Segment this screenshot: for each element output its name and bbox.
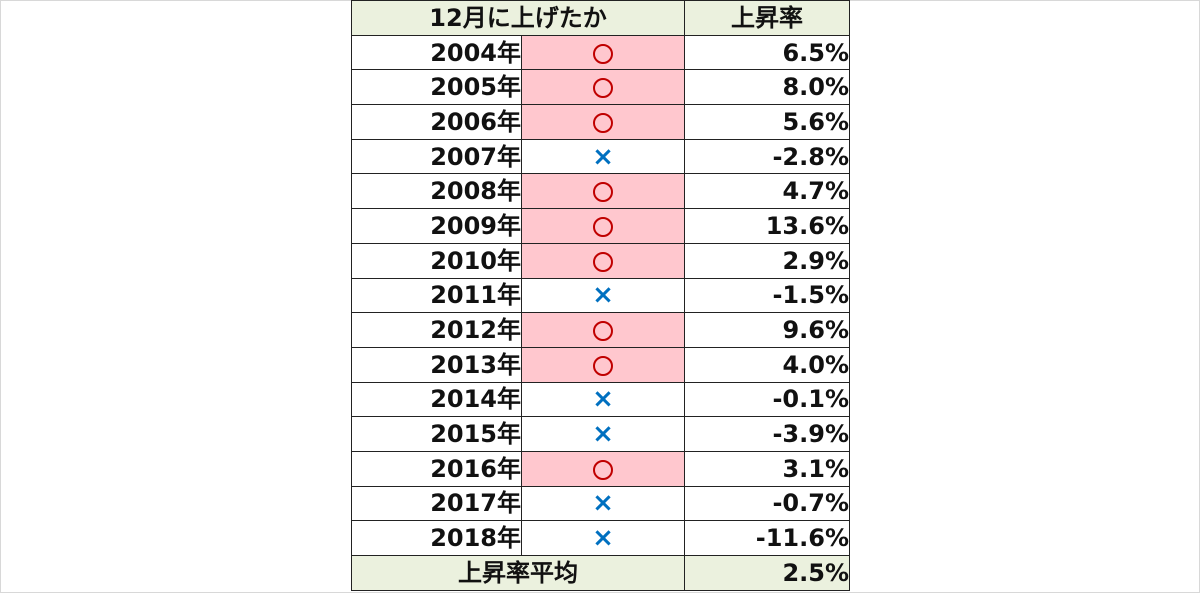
rise-rate-cell: -0.7% bbox=[684, 485, 850, 522]
rose-mark-cell bbox=[521, 450, 685, 487]
circle-mark-icon bbox=[593, 43, 613, 64]
circle-mark-icon bbox=[593, 321, 613, 342]
rise-rate-cell: -1.5% bbox=[684, 277, 850, 314]
cross-mark-icon: × bbox=[592, 384, 614, 415]
circle-mark-icon bbox=[593, 355, 613, 376]
year-cell: 2017年 bbox=[351, 485, 522, 522]
rose-mark-cell: × bbox=[521, 416, 685, 452]
table-footer-row: 上昇率平均 2.5% bbox=[351, 555, 850, 591]
circle-mark-icon bbox=[593, 459, 613, 480]
rise-rate-cell: -11.6% bbox=[684, 520, 850, 556]
year-cell: 2015年 bbox=[351, 416, 522, 452]
circle-mark-icon bbox=[593, 112, 613, 133]
rose-mark-cell: × bbox=[521, 520, 685, 556]
rose-mark-cell bbox=[521, 69, 685, 106]
circle-mark-icon bbox=[593, 251, 613, 272]
rise-rate-cell: 4.7% bbox=[684, 173, 850, 210]
circle-mark-icon bbox=[593, 216, 613, 237]
year-cell: 2012年 bbox=[351, 312, 522, 348]
table-row: 2006年 5.6% bbox=[351, 104, 850, 140]
rise-rate-cell: 6.5% bbox=[684, 34, 850, 71]
table-row: 2007年 × -2.8% bbox=[351, 138, 850, 175]
average-label: 上昇率平均 bbox=[351, 555, 685, 591]
rose-mark-cell: × bbox=[521, 138, 685, 175]
rise-rate-cell: -2.8% bbox=[684, 138, 850, 175]
rise-rate-cell: 9.6% bbox=[684, 312, 850, 348]
year-cell: 2008年 bbox=[351, 173, 522, 210]
year-cell: 2009年 bbox=[351, 208, 522, 244]
rose-mark-cell: × bbox=[521, 381, 685, 418]
table-row: 2015年 × -3.9% bbox=[351, 416, 850, 452]
table-row: 2009年 13.6% bbox=[351, 208, 850, 244]
cross-mark-icon: × bbox=[592, 280, 614, 311]
rose-mark-cell bbox=[521, 242, 685, 279]
rise-rate-cell: 13.6% bbox=[684, 208, 850, 244]
rose-mark-cell bbox=[521, 346, 685, 383]
circle-mark-icon bbox=[593, 182, 613, 203]
rose-mark-cell bbox=[521, 104, 685, 140]
rise-rate-cell: -3.9% bbox=[684, 416, 850, 452]
rise-rate-cell: 4.0% bbox=[684, 346, 850, 383]
circle-mark-icon bbox=[593, 78, 613, 99]
rise-rate-cell: -0.1% bbox=[684, 381, 850, 418]
rose-mark-cell: × bbox=[521, 277, 685, 314]
year-cell: 2006年 bbox=[351, 104, 522, 140]
rise-rate-cell: 2.9% bbox=[684, 242, 850, 279]
table-row: 2014年 × -0.1% bbox=[351, 381, 850, 418]
table-row: 2010年 2.9% bbox=[351, 242, 850, 279]
table-row: 2017年 × -0.7% bbox=[351, 485, 850, 522]
year-cell: 2014年 bbox=[351, 381, 522, 418]
year-cell: 2011年 bbox=[351, 277, 522, 314]
table-row: 2012年 9.6% bbox=[351, 312, 850, 348]
rose-mark-cell: × bbox=[521, 485, 685, 522]
rise-rate-cell: 3.1% bbox=[684, 450, 850, 487]
rose-mark-cell bbox=[521, 208, 685, 244]
rise-rate-cell: 5.6% bbox=[684, 104, 850, 140]
cross-mark-icon: × bbox=[592, 141, 614, 172]
year-cell: 2007年 bbox=[351, 138, 522, 175]
year-cell: 2010年 bbox=[351, 242, 522, 279]
table-row: 2013年 4.0% bbox=[351, 346, 850, 383]
december-rise-table: 12月に上げたか 上昇率 2004年 6.5% 2005年 8.0% 2006年 5.6%… bbox=[351, 0, 850, 591]
year-cell: 2005年 bbox=[351, 69, 522, 106]
year-cell: 2016年 bbox=[351, 450, 522, 487]
year-cell: 2004年 bbox=[351, 34, 522, 71]
table-row: 2018年 × -11.6% bbox=[351, 520, 850, 556]
cross-mark-icon: × bbox=[592, 488, 614, 519]
table-row: 2005年 8.0% bbox=[351, 69, 850, 106]
header-rise-rate: 上昇率 bbox=[684, 0, 850, 36]
cross-mark-icon: × bbox=[592, 523, 614, 554]
table-header-row: 12月に上げたか 上昇率 bbox=[351, 0, 850, 36]
header-rose-in-december: 12月に上げたか bbox=[351, 0, 685, 36]
rose-mark-cell bbox=[521, 312, 685, 348]
cross-mark-icon: × bbox=[592, 419, 614, 450]
year-cell: 2013年 bbox=[351, 346, 522, 383]
year-cell: 2018年 bbox=[351, 520, 522, 556]
average-value: 2.5% bbox=[684, 555, 850, 591]
table-row: 2008年 4.7% bbox=[351, 173, 850, 210]
rose-mark-cell bbox=[521, 173, 685, 210]
table-row: 2016年 3.1% bbox=[351, 450, 850, 487]
rose-mark-cell bbox=[521, 34, 685, 71]
table-row: 2004年 6.5% bbox=[351, 34, 850, 71]
table-row: 2011年 × -1.5% bbox=[351, 277, 850, 314]
rise-rate-cell: 8.0% bbox=[684, 69, 850, 106]
